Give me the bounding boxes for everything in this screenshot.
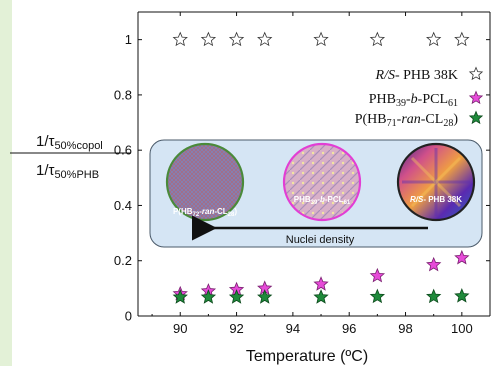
legend-subscript: 28 <box>443 118 453 129</box>
data-points <box>172 31 470 304</box>
y-tick-label: 0.8 <box>114 87 132 102</box>
legend-marker-green-star <box>468 110 484 125</box>
legend-italic: b <box>411 92 418 107</box>
label-part: -CL <box>214 207 227 216</box>
legend-part: PHB <box>369 92 396 107</box>
y-label-numerator: 1/τ <box>36 133 55 150</box>
data-point-green-star <box>369 288 386 304</box>
micrograph-block-copolymer <box>282 142 362 222</box>
legend-part: - PHB 38K <box>395 68 458 83</box>
data-point-white-star <box>426 31 442 47</box>
legend-part: ) <box>453 112 458 127</box>
legend-part: - <box>397 112 402 127</box>
data-point-white-star <box>257 31 273 47</box>
data-point-white-star <box>172 31 188 47</box>
data-point-pink-star <box>426 256 442 272</box>
legend-subscript: 71 <box>387 118 397 129</box>
svg-text:1/τ50%copol: 1/τ50%copol <box>36 133 103 152</box>
label-part: - <box>199 207 202 216</box>
legend-part: - <box>406 92 411 107</box>
x-tick-label: 92 <box>229 321 243 336</box>
label-part: -PCL <box>325 195 344 204</box>
data-point-white-star <box>228 31 245 47</box>
y-label-denominator-sub: 50%PHB <box>54 169 99 181</box>
inset-label-block-copolymer: PHB39-b-PCL61 <box>294 195 351 206</box>
ticks: 90 92 94 96 98 100 0 0.2 0.4 0.6 0.8 1 <box>114 12 491 336</box>
legend-marker-pink-star <box>468 90 484 105</box>
data-point-green-star <box>172 289 188 304</box>
legend-part: P(HB <box>355 112 387 127</box>
legend-part: -CL <box>421 112 444 127</box>
y-tick-label: 0 <box>125 309 132 324</box>
data-point-green-star <box>426 288 442 304</box>
label-italic: R/S <box>410 195 424 204</box>
spherulite-texture-line <box>434 180 462 208</box>
y-label-numerator-sub: 50%copol <box>54 140 102 152</box>
data-point-green-star <box>200 289 217 304</box>
label-subscript: 39 <box>311 200 318 206</box>
label-part: - PHB 38K <box>423 195 462 204</box>
data-point-white-star <box>369 31 386 47</box>
legend-subscript: 39 <box>396 98 406 109</box>
legend-label: P(HB71-ran-CL28) <box>355 112 459 129</box>
spherulite-texture-line <box>410 180 438 208</box>
data-point-green-star <box>454 288 470 303</box>
x-tick-label: 94 <box>286 321 300 336</box>
label-part: P(HB <box>173 207 193 216</box>
inset-label-phb: R/S- PHB 38K <box>410 195 462 204</box>
legend: R/S- PHB 38KPHB39-b-PCL61P(HB71-ran-CL28… <box>355 66 484 129</box>
y-label-denominator: 1/τ <box>36 162 55 179</box>
data-point-white-star <box>200 31 217 47</box>
x-tick-label: 90 <box>173 321 187 336</box>
data-point-pink-star <box>313 276 329 291</box>
y-tick-label: 0.4 <box>114 198 132 213</box>
label-italic: ran <box>202 207 215 216</box>
inset-label-random-copolymer: P(HB72-ran-CL28) <box>173 207 237 218</box>
label-part: PHB <box>294 195 311 204</box>
data-point-green-star <box>228 289 245 304</box>
x-tick-label: 100 <box>451 321 473 336</box>
data-point-pink-star <box>369 267 386 283</box>
label-part: - <box>317 195 320 204</box>
data-point-green-star <box>257 289 273 304</box>
axes <box>137 11 491 317</box>
spherulite-texture-line <box>434 156 462 184</box>
y-tick-label: 1 <box>125 32 132 47</box>
legend-italic: R/S <box>375 68 395 83</box>
spherulite-texture-line <box>410 156 438 184</box>
legend-part: -PCL <box>418 92 448 107</box>
label-subscript: 28 <box>228 212 235 218</box>
legend-marker-white-star <box>468 66 484 81</box>
y-axis-label: 1/τ50%copol 1/τ50%PHB <box>10 133 131 181</box>
data-point-white-star <box>313 31 329 47</box>
legend-label: PHB39-b-PCL61 <box>369 92 458 109</box>
micrograph-phb <box>396 142 476 222</box>
legend-italic: ran <box>401 112 420 127</box>
label-italic: b <box>320 195 325 204</box>
data-point-pink-star <box>454 249 470 265</box>
data-point-white-star <box>454 31 470 47</box>
y-tick-label: 0.6 <box>114 143 132 158</box>
x-tick-label: 98 <box>398 321 412 336</box>
legend-subscript: 61 <box>448 98 458 109</box>
inset-micrograph-panel: P(HB72-ran-CL28)PHB39-b-PCL61 R/S- PHB 38… <box>149 139 483 248</box>
legend-label: R/S- PHB 38K <box>375 68 458 83</box>
data-point-green-star <box>313 289 329 304</box>
left-accent-stripe <box>0 0 12 366</box>
svg-text:1/τ50%PHB: 1/τ50%PHB <box>36 162 99 181</box>
label-subscript: 61 <box>344 200 351 206</box>
y-tick-label: 0.2 <box>114 253 132 268</box>
x-axis-label: Temperature (ºC) <box>246 348 368 365</box>
label-part: ) <box>234 207 237 216</box>
label-subscript: 72 <box>193 212 200 218</box>
nuclei-density-label: Nuclei density <box>286 234 355 246</box>
x-tick-label: 96 <box>342 321 356 336</box>
